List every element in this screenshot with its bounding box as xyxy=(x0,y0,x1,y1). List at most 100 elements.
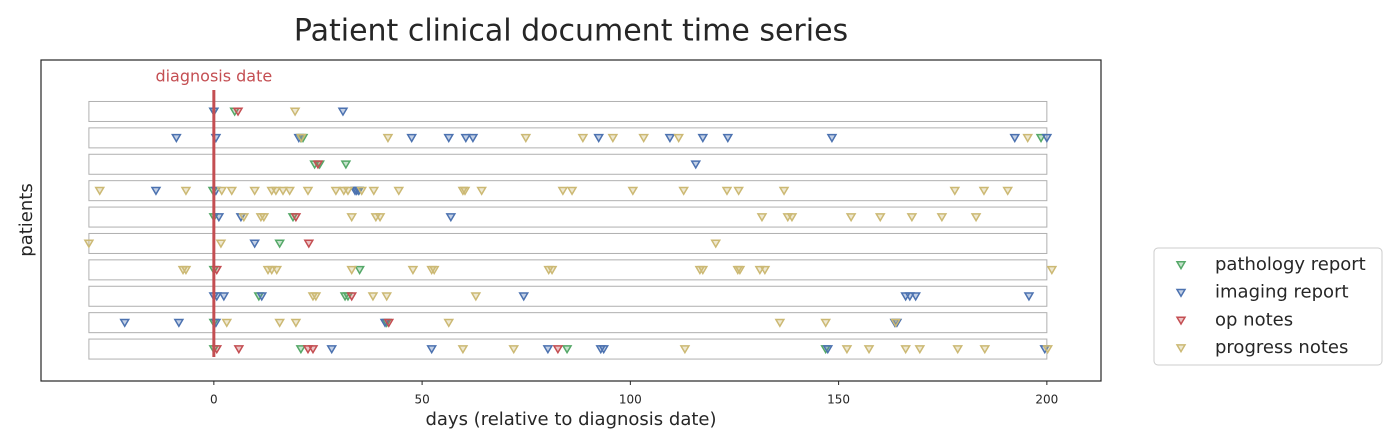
document-marker xyxy=(664,133,676,143)
document-marker xyxy=(710,239,722,249)
document-marker xyxy=(459,186,471,196)
document-marker xyxy=(552,345,564,355)
document-marker xyxy=(346,292,358,302)
document-marker xyxy=(303,239,315,249)
document-marker xyxy=(914,345,926,355)
document-marker xyxy=(906,213,918,223)
document-marker xyxy=(270,186,282,196)
document-marker xyxy=(690,160,702,170)
legend-label: op notes xyxy=(1215,309,1293,330)
x-tick-label: 100 xyxy=(619,393,642,407)
document-marker xyxy=(295,345,307,355)
document-marker xyxy=(337,107,349,117)
document-marker xyxy=(346,265,358,275)
document-marker xyxy=(233,345,245,355)
document-marker xyxy=(213,213,225,223)
document-marker xyxy=(518,292,530,302)
document-marker xyxy=(841,345,853,355)
document-marker xyxy=(356,186,368,196)
document-marker xyxy=(180,265,192,275)
document-marker xyxy=(307,345,319,355)
document-marker xyxy=(277,186,289,196)
document-marker xyxy=(340,160,352,170)
document-marker xyxy=(822,345,834,355)
document-marker xyxy=(627,186,639,196)
document-marker xyxy=(381,292,393,302)
document-marker xyxy=(460,133,472,143)
y-axis-label: patients xyxy=(16,183,37,256)
document-marker xyxy=(910,292,921,302)
document-marker xyxy=(949,186,961,196)
document-marker xyxy=(673,133,684,143)
document-marker xyxy=(786,213,798,223)
x-tick-label: 50 xyxy=(414,393,429,407)
document-marker xyxy=(457,345,469,355)
document-marker xyxy=(374,213,386,223)
document-marker xyxy=(289,107,301,117)
document-marker xyxy=(382,133,394,143)
document-marker xyxy=(697,265,709,275)
document-marker xyxy=(722,133,734,143)
document-marker xyxy=(406,133,417,143)
document-marker xyxy=(330,186,342,196)
document-marker xyxy=(171,133,182,143)
document-marker xyxy=(284,186,295,196)
document-marker xyxy=(150,186,162,196)
document-marker xyxy=(346,213,358,223)
document-marker xyxy=(1042,345,1054,355)
document-marker xyxy=(557,186,569,196)
document-marker xyxy=(256,292,268,302)
document-marker xyxy=(312,160,324,170)
legend-marker xyxy=(1175,261,1187,271)
document-marker xyxy=(874,213,886,223)
document-marker xyxy=(774,318,786,328)
x-tick-label: 200 xyxy=(1035,393,1058,407)
document-marker xyxy=(1022,133,1034,143)
document-marker xyxy=(443,318,455,328)
document-marker xyxy=(249,186,260,196)
x-axis-label: days (relative to diagnosis date) xyxy=(425,409,716,430)
legend-label: progress notes xyxy=(1215,337,1348,358)
document-marker xyxy=(1046,265,1058,275)
document-marker xyxy=(820,318,832,328)
document-marker xyxy=(342,186,354,196)
document-marker xyxy=(890,318,901,328)
document-marker xyxy=(759,265,771,275)
document-marker xyxy=(173,318,185,328)
document-marker xyxy=(249,239,260,249)
document-marker xyxy=(561,345,573,355)
x-tick-label: 150 xyxy=(827,393,850,407)
document-marker xyxy=(226,186,238,196)
legend-label: imaging report xyxy=(1215,282,1349,303)
document-marker xyxy=(238,213,250,223)
document-marker xyxy=(94,186,106,196)
chart-title: Patient clinical document time series xyxy=(294,14,848,49)
document-marker xyxy=(290,213,302,223)
patient-row xyxy=(88,232,1048,254)
patient-row xyxy=(88,285,1048,307)
document-marker xyxy=(326,345,338,355)
document-marker xyxy=(978,186,990,196)
document-marker xyxy=(697,133,709,143)
document-marker xyxy=(970,213,982,223)
document-marker xyxy=(407,265,419,275)
document-marker xyxy=(393,186,405,196)
document-marker xyxy=(302,186,314,196)
patient-row xyxy=(88,180,1048,202)
document-marker xyxy=(119,318,131,328)
document-marker xyxy=(593,133,605,143)
document-marker xyxy=(598,345,610,355)
document-marker xyxy=(638,133,649,143)
document-marker xyxy=(979,345,991,355)
document-marker xyxy=(274,318,285,328)
document-marker xyxy=(426,345,437,355)
document-marker xyxy=(566,186,578,196)
document-marker xyxy=(470,292,482,302)
document-marker xyxy=(756,213,768,223)
document-marker xyxy=(721,186,733,196)
document-marker xyxy=(778,186,790,196)
document-marker xyxy=(1009,133,1021,143)
document-marker xyxy=(1002,186,1014,196)
document-marker xyxy=(232,107,244,117)
